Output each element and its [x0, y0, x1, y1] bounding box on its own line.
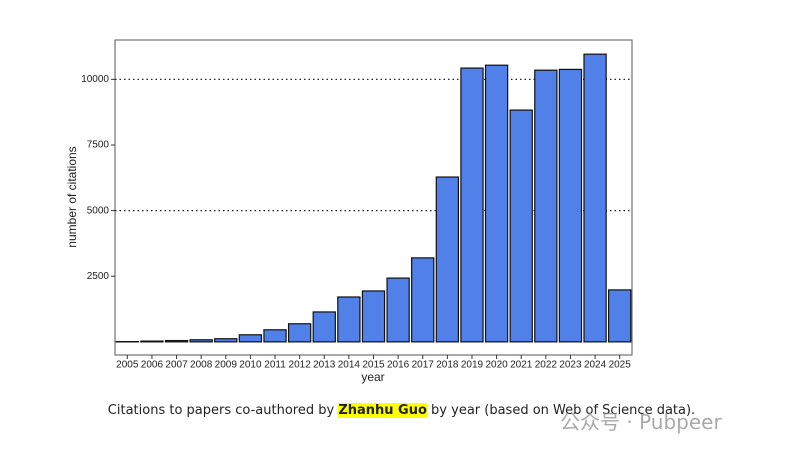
x-axis-title: year	[361, 370, 384, 384]
x-tick-label: 2005	[116, 360, 139, 371]
caption-text: Citations to papers co-authored by	[107, 403, 339, 418]
x-tick-label: 2021	[510, 360, 533, 371]
x-tick-label: 2011	[264, 360, 286, 371]
bar	[140, 340, 164, 343]
chart: year number of citations 2500 5000 7500 100…	[65, 39, 633, 384]
x-tick-label: 2009	[215, 360, 238, 371]
x-tick-label: 2012	[289, 360, 312, 371]
x-tick-label: 2014	[338, 360, 361, 371]
x-tick-label: 2023	[559, 360, 582, 371]
bar	[337, 296, 361, 343]
x-tick-label: 2010	[239, 360, 262, 371]
bar	[386, 277, 410, 343]
y-tick-label: 2500	[87, 271, 110, 282]
x-tick-label: 2025	[609, 360, 632, 371]
x-tick-label: 2019	[461, 360, 484, 371]
bar	[214, 338, 238, 343]
y-tick-label: 10000	[81, 74, 109, 85]
bar	[608, 289, 632, 343]
bar	[287, 323, 312, 343]
bar	[361, 290, 386, 343]
x-tick-label: 2022	[535, 360, 558, 371]
bar	[435, 176, 460, 343]
x-tick-label: 2006	[141, 360, 164, 371]
caption: Citations to papers co-authored by Zhanh…	[0, 403, 803, 418]
bar	[411, 257, 435, 343]
bar	[583, 53, 607, 343]
bar	[534, 69, 558, 343]
y-tick-label: 5000	[87, 205, 110, 216]
x-tick-label: 2013	[313, 360, 336, 371]
bar	[558, 68, 583, 343]
x-tick-label: 2016	[387, 360, 410, 371]
bar	[263, 329, 287, 343]
y-axis-title: number of citations	[65, 146, 79, 247]
caption-highlight: Zhanhu Guo	[338, 403, 427, 418]
bar	[484, 64, 509, 343]
x-tick-label: 2015	[362, 360, 385, 371]
caption-text: by year (based on Web of Science data).	[426, 403, 696, 418]
x-tick-label: 2018	[436, 360, 459, 371]
bar	[189, 339, 213, 343]
x-tick-label: 2024	[584, 360, 607, 371]
x-tick-label: 2020	[485, 360, 508, 371]
bar	[164, 339, 189, 343]
x-tick-label: 2008	[190, 360, 213, 371]
bar	[460, 67, 484, 343]
bar	[312, 311, 336, 343]
bar	[509, 109, 533, 343]
bar	[238, 334, 263, 343]
x-tick-label: 2007	[165, 360, 188, 371]
x-tick-label: 2017	[412, 360, 435, 371]
y-tick-label: 7500	[87, 140, 110, 151]
watermark: 公众号 · Pubpeer	[560, 410, 722, 434]
